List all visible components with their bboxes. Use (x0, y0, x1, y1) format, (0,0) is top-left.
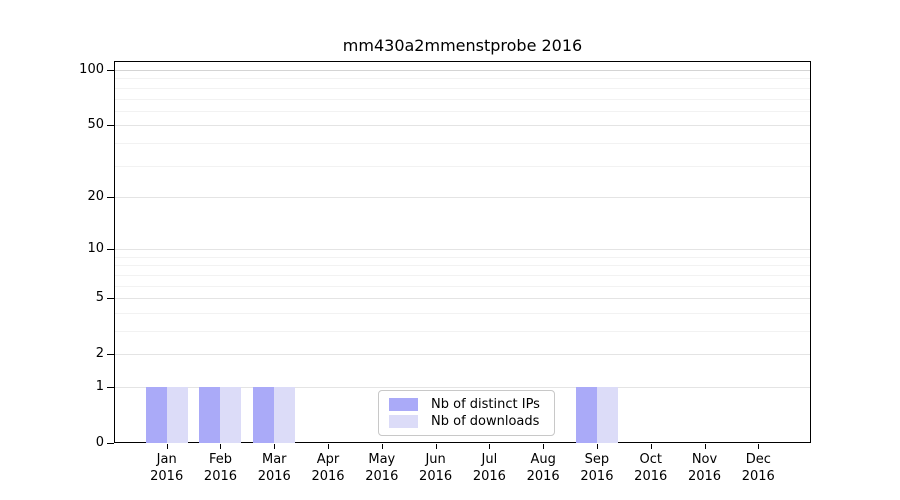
y-tick-label: 20 (87, 188, 104, 204)
y-tick-mark (107, 386, 114, 388)
chart-title: mm430a2mmenstprobe 2016 (342, 36, 583, 55)
gridline-minor (115, 256, 810, 258)
x-tick-mark (489, 444, 491, 449)
y-tick-mark (107, 298, 114, 300)
gridline-minor (115, 312, 810, 314)
x-tick-label: Aug 2016 (526, 452, 560, 484)
y-tick-mark (107, 354, 114, 356)
x-tick-label: Jan 2016 (150, 452, 184, 484)
x-tick-mark (650, 444, 652, 449)
x-tick-label: May 2016 (365, 452, 399, 484)
legend-item-downloads: Nb of downloads (389, 414, 544, 429)
legend-item-distinct-ips: Nb of distinct IPs (389, 397, 544, 412)
bar-distinct-ips (253, 386, 275, 443)
x-tick-mark (274, 444, 276, 449)
gridline-minor (115, 87, 810, 89)
y-tick-label: 5 (95, 290, 104, 306)
x-tick-label: Oct 2016 (634, 452, 668, 484)
y-tick-mark (107, 249, 114, 251)
gridline-minor (115, 285, 810, 287)
x-tick-mark (704, 444, 706, 449)
x-tick-label: Feb 2016 (203, 452, 238, 484)
y-tick-label: 0 (95, 435, 104, 450)
bar-distinct-ips (199, 386, 221, 443)
bar-downloads (596, 386, 618, 443)
plot-area (114, 61, 811, 443)
x-tick-mark (758, 444, 760, 449)
gridline-minor (115, 274, 810, 276)
legend-label-distinct-ips: Nb of distinct IPs (431, 397, 540, 412)
gridline-minor (115, 142, 810, 144)
x-tick-mark (381, 444, 383, 449)
y-tick-mark (107, 70, 114, 72)
x-tick-mark (435, 444, 437, 449)
gridline-major (115, 196, 810, 198)
x-tick-label: Sep 2016 (580, 452, 614, 484)
y-tick-label: 50 (87, 117, 104, 133)
legend-swatch-downloads (389, 415, 418, 428)
x-tick-label: Jul 2016 (472, 452, 506, 484)
gridline-minor (115, 110, 810, 112)
y-tick-mark (107, 125, 114, 127)
x-tick-label: Apr 2016 (311, 452, 345, 484)
gridline-major (115, 354, 810, 356)
x-tick-label: Jun 2016 (419, 452, 453, 484)
x-tick-label: Nov 2016 (687, 452, 722, 484)
x-tick-label: Dec 2016 (741, 452, 775, 484)
y-tick-label: 1 (95, 378, 104, 394)
gridline-major (115, 249, 810, 251)
legend: Nb of distinct IPs Nb of downloads (378, 390, 555, 436)
gridline-minor (115, 265, 810, 267)
gridline-minor (115, 78, 810, 80)
x-tick-mark (220, 444, 222, 449)
x-tick-mark (596, 444, 598, 449)
y-tick-label: 2 (95, 346, 104, 362)
gridline-major (115, 125, 810, 127)
bar-downloads (220, 386, 242, 443)
bar-downloads (166, 386, 188, 443)
x-tick-mark (543, 444, 545, 449)
y-tick-mark (107, 443, 114, 444)
bar-downloads (274, 386, 296, 443)
legend-label-downloads: Nb of downloads (431, 414, 540, 429)
x-tick-mark (166, 444, 168, 449)
x-tick-mark (328, 444, 330, 449)
gridline-major (115, 298, 810, 300)
y-tick-label: 100 (79, 62, 104, 78)
y-tick-mark (107, 196, 114, 198)
y-tick-label: 10 (87, 241, 104, 257)
gridline-minor (115, 98, 810, 100)
x-tick-label: Mar 2016 (257, 452, 291, 484)
bar-distinct-ips (575, 386, 597, 443)
bar-distinct-ips (145, 386, 167, 443)
legend-swatch-distinct-ips (389, 398, 418, 411)
gridline-major (115, 386, 810, 388)
gridline-minor (115, 165, 810, 167)
gridline-minor (115, 330, 810, 332)
gridline-major (115, 70, 810, 72)
